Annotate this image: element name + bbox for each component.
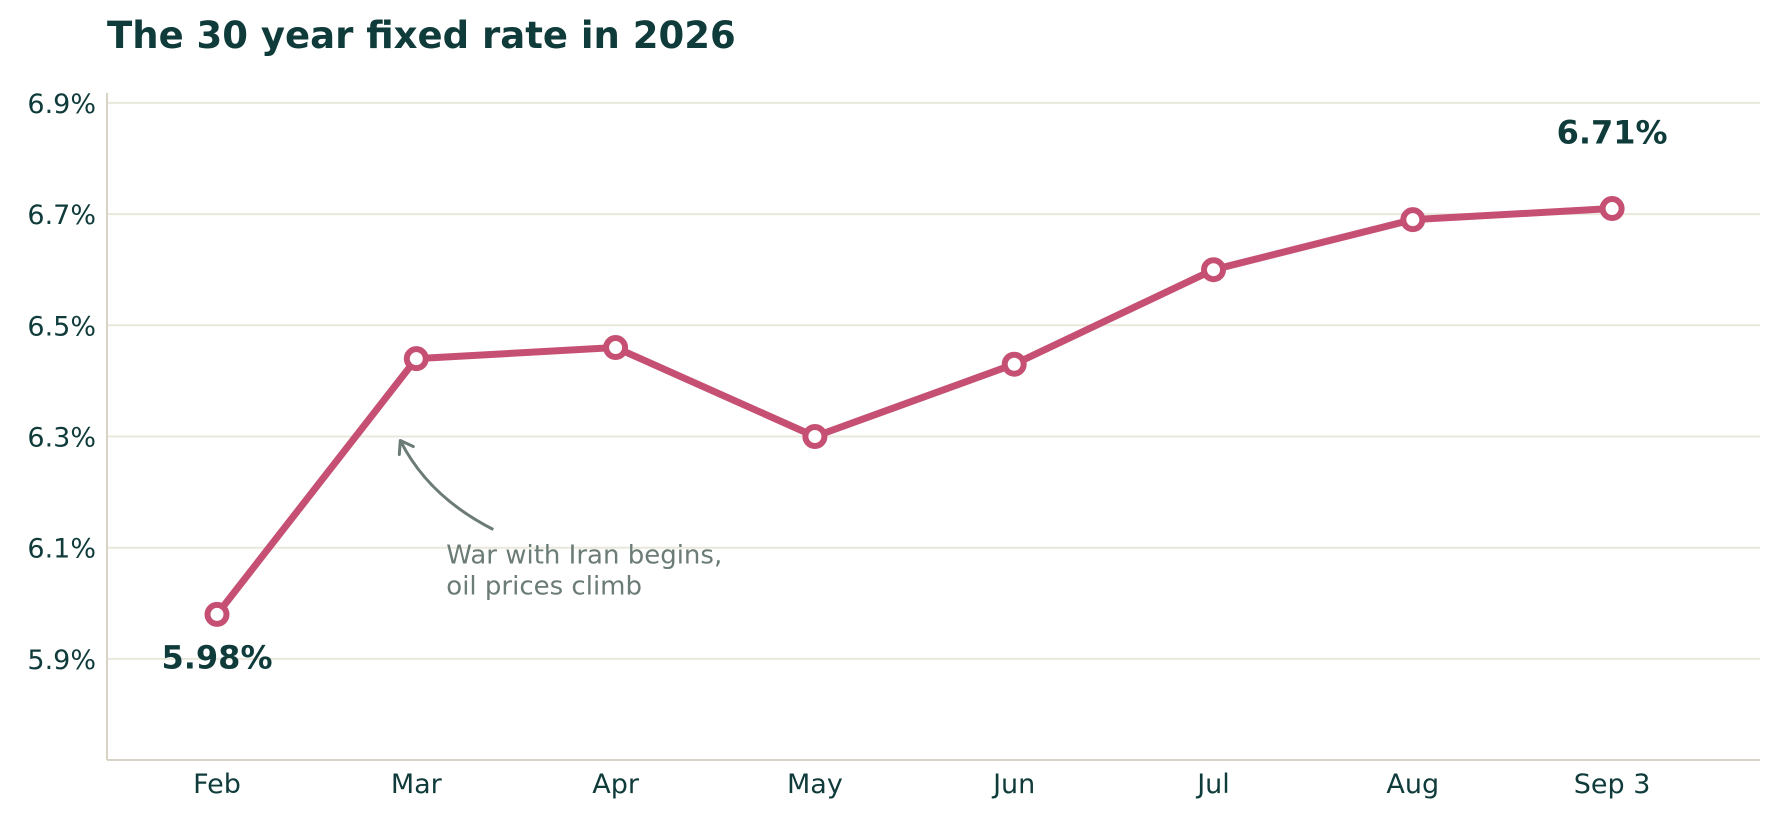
annotation-arrow	[398, 439, 494, 531]
data-point	[1201, 257, 1226, 283]
annotation-text: oil prices climb	[446, 572, 642, 602]
data-point	[1001, 351, 1027, 377]
data-point	[603, 335, 629, 361]
annotation-arrowhead	[397, 439, 415, 456]
series-line	[213, 205, 1616, 618]
x-tick-label: Apr	[592, 769, 640, 800]
y-tick-label: 5.9%	[27, 645, 96, 676]
x-tick-label: May	[787, 769, 843, 800]
data-label: 5.98%	[161, 638, 272, 676]
data-point	[802, 424, 828, 449]
y-tick-label: 6.1%	[27, 534, 96, 565]
x-tick-label: Feb	[193, 769, 241, 800]
y-tick-label: 6.5%	[27, 311, 96, 342]
y-tick-label: 6.7%	[27, 200, 96, 231]
data-point	[1400, 207, 1426, 233]
x-tick-label: Jul	[1195, 769, 1230, 800]
y-tick-label: 6.9%	[27, 89, 96, 120]
x-tick-label: Mar	[391, 769, 443, 800]
annotation-text: War with Iran begins,	[446, 541, 722, 571]
x-tick-label: Jun	[991, 769, 1035, 800]
chart-title: The 30 year fixed rate in 2026	[107, 14, 736, 57]
data-point	[204, 601, 230, 627]
x-tick-label: Sep 3	[1574, 769, 1651, 800]
y-tick-label: 6.3%	[27, 423, 96, 454]
data-point	[403, 346, 429, 372]
data-point	[1599, 196, 1625, 222]
data-label: 6.71%	[1557, 114, 1668, 152]
x-tick-label: Aug	[1386, 769, 1439, 800]
